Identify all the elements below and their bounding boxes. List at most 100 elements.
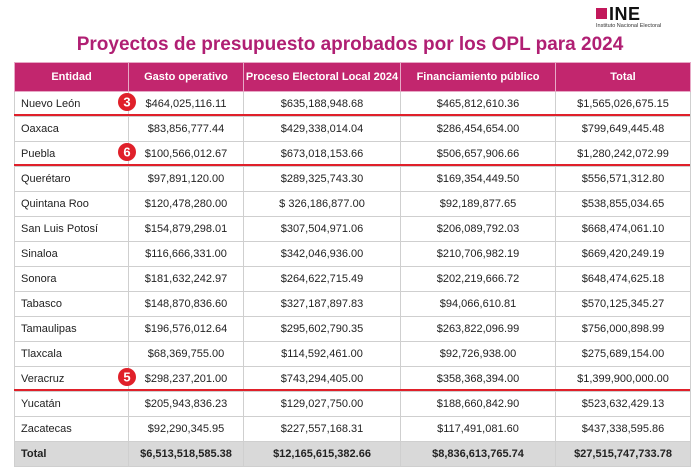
amount-cell: $264,622,715.49 — [243, 266, 401, 292]
table-body: Nuevo León $464,025,116.11 $635,188,948.68… — [14, 91, 691, 467]
amount-cell: $673,018,153.66 — [243, 141, 401, 167]
entity-cell: Tamaulipas — [14, 316, 129, 342]
amount-cell: $1,399,900,000.00 — [555, 366, 691, 392]
column-header: Gasto operativo — [128, 62, 244, 92]
entity-cell: Nuevo León — [14, 91, 129, 117]
amount-cell: $68,369,755.00 — [128, 341, 244, 367]
column-header: Financiamiento público — [400, 62, 556, 92]
amount-cell: $429,338,014.04 — [243, 116, 401, 142]
table-row: Oaxaca $83,856,777.44 $429,338,014.04 $286,… — [14, 116, 691, 142]
amount-cell: $27,515,747,733.78 — [555, 441, 691, 467]
amount-cell: $12,165,615,382.66 — [243, 441, 401, 467]
table-row: San Luis Potosí $154,879,298.01 $307,504,9… — [14, 216, 691, 242]
table-row: Tamaulipas $196,576,012.64 $295,602,790.35… — [14, 316, 691, 342]
amount-cell: $117,491,081.60 — [400, 416, 556, 442]
amount-cell: $169,354,449.50 — [400, 166, 556, 192]
table-row: Sonora $181,632,242.97 $264,622,715.49 $202… — [14, 266, 691, 292]
amount-cell: $635,188,948.68 — [243, 91, 401, 117]
budget-table: Entidad Gasto operativo Proceso Electoral … — [14, 62, 691, 467]
amount-cell: $327,187,897.83 — [243, 291, 401, 317]
entity-cell: Puebla — [14, 141, 129, 167]
entity-cell: San Luis Potosí — [14, 216, 129, 242]
amount-cell: $116,666,331.00 — [128, 241, 244, 267]
amount-cell: $92,726,938.00 — [400, 341, 556, 367]
entity-cell: Tlaxcala — [14, 341, 129, 367]
title: Proyectos de presupuesto aprobados por l… — [76, 34, 624, 55]
table-row: Veracruz $298,237,201.00 $743,294,405.00 $3… — [14, 366, 691, 392]
table-row: Tlaxcala $68,369,755.00 $114,592,461.00 $92… — [14, 341, 691, 367]
amount-cell: $120,478,280.00 — [128, 191, 244, 217]
column-header: Entidad — [14, 62, 129, 92]
logo-name: INE — [596, 4, 661, 25]
amount-cell: $ 326,186,877.00 — [243, 191, 401, 217]
amount-cell: $100,566,012.67 — [128, 141, 244, 167]
amount-cell: $148,870,836.60 — [128, 291, 244, 317]
entity-cell: Oaxaca — [14, 116, 129, 142]
amount-cell: $523,632,429.13 — [555, 391, 691, 417]
amount-cell: $196,576,012.64 — [128, 316, 244, 342]
table-row: Zacatecas $92,290,345.95 $227,557,168.31 $1… — [14, 416, 691, 442]
amount-cell: $92,290,345.95 — [128, 416, 244, 442]
amount-cell: $342,046,936.00 — [243, 241, 401, 267]
amount-cell: $6,513,518,585.38 — [128, 441, 244, 467]
entity-cell: Sinaloa — [14, 241, 129, 267]
amount-cell: $83,856,777.44 — [128, 116, 244, 142]
table-row: Quintana Roo $120,478,280.00 $ 326,186,877… — [14, 191, 691, 217]
amount-cell: $464,025,116.11 — [128, 91, 244, 117]
amount-cell: $743,294,405.00 — [243, 366, 401, 392]
amount-cell: $114,592,461.00 — [243, 341, 401, 367]
amount-cell: $570,125,345.27 — [555, 291, 691, 317]
table-row: Querétaro $97,891,120.00 $289,325,743.30 $1… — [14, 166, 691, 192]
amount-cell: $298,237,201.00 — [128, 366, 244, 392]
amount-cell: $202,219,666.72 — [400, 266, 556, 292]
entity-cell: Total — [14, 441, 129, 467]
amount-cell: $227,557,168.31 — [243, 416, 401, 442]
amount-cell: $1,280,242,072.99 — [555, 141, 691, 167]
table-row: Nuevo León $464,025,116.11 $635,188,948.68… — [14, 91, 691, 117]
amount-cell: $289,325,743.30 — [243, 166, 401, 192]
amount-cell: $648,474,625.18 — [555, 266, 691, 292]
amount-cell: $181,632,242.97 — [128, 266, 244, 292]
amount-cell: $92,189,877.65 — [400, 191, 556, 217]
amount-cell: $263,822,096.99 — [400, 316, 556, 342]
amount-cell: $210,706,982.19 — [400, 241, 556, 267]
amount-cell: $286,454,654.00 — [400, 116, 556, 142]
logo-text: INE — [609, 4, 641, 24]
table-row: Total $6,513,518,585.38 $12,165,615,382.66… — [14, 441, 691, 467]
amount-cell: $669,420,249.19 — [555, 241, 691, 267]
amount-cell: $295,602,790.35 — [243, 316, 401, 342]
logo-subtitle: Instituto Nacional Electoral — [596, 23, 662, 29]
amount-cell: $437,338,595.86 — [555, 416, 691, 442]
column-header: Total — [555, 62, 691, 92]
logo: INE Instituto Nacional Electoral — [596, 4, 661, 29]
column-header: Proceso Electoral Local 2024 — [243, 62, 401, 92]
amount-cell: $668,474,061.10 — [555, 216, 691, 242]
amount-cell: $97,891,120.00 — [128, 166, 244, 192]
header-row: Entidad Gasto operativo Proceso Electoral … — [14, 62, 691, 92]
table-row: Tabasco $148,870,836.60 $327,187,897.83 $94… — [14, 291, 691, 317]
table-row: Puebla $100,566,012.67 $673,018,153.66 $506… — [14, 141, 691, 167]
amount-cell: $129,027,750.00 — [243, 391, 401, 417]
table-row: Sinaloa $116,666,331.00 $342,046,936.00 $21… — [14, 241, 691, 267]
entity-cell: Yucatán — [14, 391, 129, 417]
amount-cell: $465,812,610.36 — [400, 91, 556, 117]
entity-cell: Tabasco — [14, 291, 129, 317]
amount-cell: $358,368,394.00 — [400, 366, 556, 392]
amount-cell: $275,689,154.00 — [555, 341, 691, 367]
entity-cell: Quintana Roo — [14, 191, 129, 217]
amount-cell: $188,660,842.90 — [400, 391, 556, 417]
amount-cell: $8,836,613,765.74 — [400, 441, 556, 467]
amount-cell: $206,089,792.03 — [400, 216, 556, 242]
entity-cell: Veracruz — [14, 366, 129, 392]
entity-cell: Sonora — [14, 266, 129, 292]
entity-cell: Zacatecas — [14, 416, 129, 442]
amount-cell: $538,855,034.65 — [555, 191, 691, 217]
amount-cell: $307,504,971.06 — [243, 216, 401, 242]
amount-cell: $506,657,906.66 — [400, 141, 556, 167]
amount-cell: $94,066,610.81 — [400, 291, 556, 317]
amount-cell: $1,565,026,675.15 — [555, 91, 691, 117]
table-row: Yucatán $205,943,836.23 $129,027,750.00 $18… — [14, 391, 691, 417]
amount-cell: $756,000,898.99 — [555, 316, 691, 342]
entity-cell: Querétaro — [14, 166, 129, 192]
